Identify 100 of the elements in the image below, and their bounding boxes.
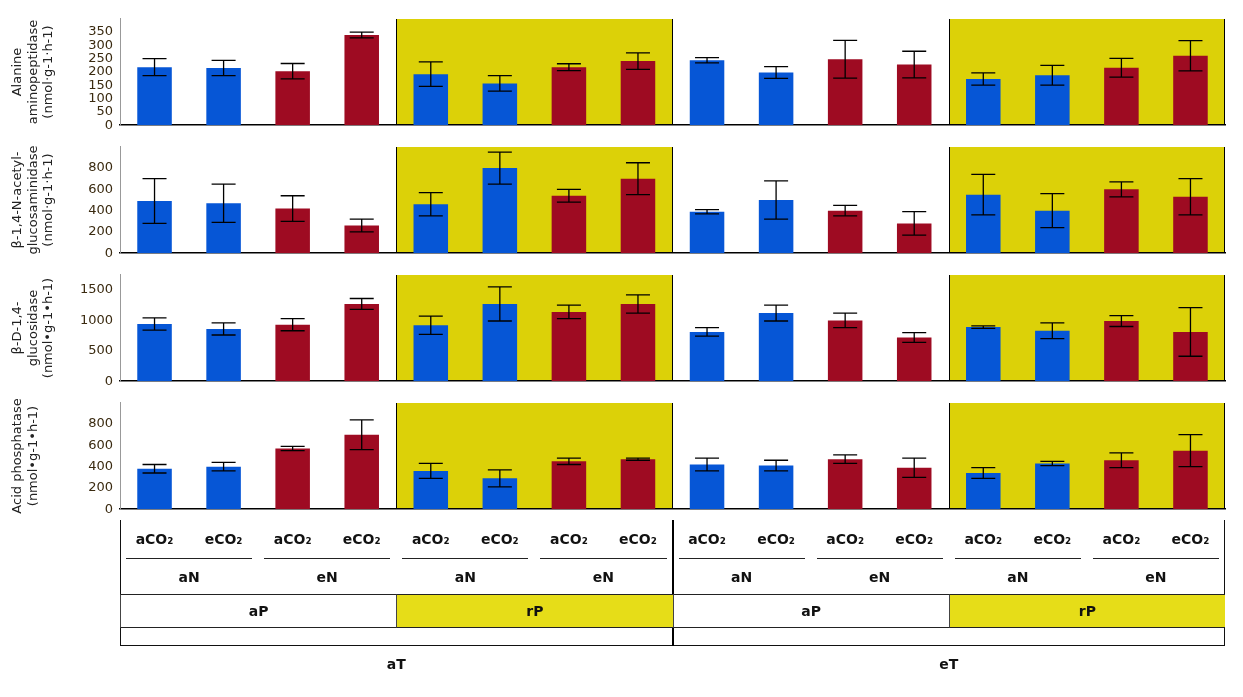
x-tick-label: eCO₂ <box>341 530 382 549</box>
x-tick-label: aCO₂ <box>1101 530 1142 549</box>
text: rP <box>948 594 1225 628</box>
y-tick-label: 800 <box>88 415 113 431</box>
bar <box>206 328 241 382</box>
bar <box>620 178 656 254</box>
bar <box>275 448 310 510</box>
text: aP <box>672 594 949 628</box>
bar <box>482 303 518 382</box>
x-tick-label: eCO₂ <box>479 530 520 549</box>
bar <box>413 204 449 254</box>
bar <box>137 468 172 510</box>
y-tick-label: 0 <box>104 116 113 132</box>
bar <box>1173 331 1208 382</box>
bar <box>896 467 932 510</box>
y-tick-label: 200 <box>88 223 113 239</box>
bar <box>344 35 379 126</box>
text: eN <box>315 568 339 587</box>
bar <box>758 313 794 382</box>
bar <box>1035 330 1070 382</box>
bar <box>896 337 932 382</box>
x-tick-label: aCO₂ <box>410 530 451 549</box>
y-tick-label: 500 <box>88 342 113 358</box>
text: eT <box>938 655 960 674</box>
text: aN <box>1006 568 1030 587</box>
y-tick-label: 0 <box>104 500 113 516</box>
y-tick-label: 800 <box>88 159 113 175</box>
y-tick-label: 600 <box>88 180 113 196</box>
text: eN <box>868 568 892 587</box>
bar <box>482 168 518 254</box>
bar <box>966 194 1001 254</box>
bar <box>413 325 449 382</box>
text: aN <box>453 568 477 587</box>
bar <box>1173 196 1208 254</box>
x-tick-label: eCO₂ <box>756 530 796 549</box>
bar <box>1104 67 1139 126</box>
y-tick-label: 400 <box>88 202 113 218</box>
y-tick-label: 250 <box>88 50 113 66</box>
bar <box>620 61 656 126</box>
bar <box>620 303 656 382</box>
bar <box>551 461 587 510</box>
x-tick-label: aCO₂ <box>825 530 866 549</box>
bar <box>827 210 863 254</box>
bar <box>206 68 241 126</box>
bar <box>1104 460 1139 510</box>
y-tick-label: 1500 <box>79 281 113 297</box>
bar <box>551 195 587 254</box>
bar <box>1035 463 1070 510</box>
bar <box>137 67 172 126</box>
text: aN <box>729 568 754 587</box>
bar <box>689 331 725 382</box>
bar <box>966 473 1001 510</box>
x-tick-label: eCO₂ <box>1032 530 1073 549</box>
y-tick-label: 350 <box>88 23 113 39</box>
bar <box>482 478 518 510</box>
y-axis-title: Acid phosphatase (nmol•g-1•h-1) <box>9 398 40 514</box>
bar <box>344 434 379 510</box>
bar <box>1173 450 1208 510</box>
y-axis-title: β-1,4-N-acetyl-glucosaminidase (nmol·g-1·h-1) <box>9 145 56 255</box>
bar <box>827 320 863 382</box>
bar <box>1104 189 1139 254</box>
bar <box>551 67 587 126</box>
x-tick-label: eCO₂ <box>203 530 244 549</box>
bar <box>758 72 794 126</box>
bar <box>275 208 310 254</box>
bar <box>275 71 310 126</box>
bar <box>1035 75 1070 126</box>
x-tick-label: aCO₂ <box>134 530 175 549</box>
bar <box>758 465 794 510</box>
bar <box>1035 210 1070 254</box>
bar <box>689 211 725 254</box>
bar <box>206 203 241 254</box>
bar <box>413 74 449 126</box>
bar <box>620 459 656 510</box>
bar <box>137 324 172 382</box>
bar <box>137 201 172 254</box>
bar <box>827 459 863 510</box>
bar <box>482 83 518 126</box>
text: eN <box>1144 568 1168 587</box>
x-tick-label: eCO₂ <box>894 530 935 549</box>
y-axis-title: β-D-1,4-glucosidase (nmol•g-1•h-1) <box>9 277 56 379</box>
bar <box>344 225 379 254</box>
y-tick-label: 100 <box>88 89 113 105</box>
bar <box>827 59 863 126</box>
y-tick-label: 0 <box>104 372 113 388</box>
x-tick-label: aCO₂ <box>549 530 589 549</box>
y-tick-label: 400 <box>88 458 113 474</box>
y-axis-title: Alanine aminopeptidase (nmol·g-1·h-1) <box>9 19 56 125</box>
bar <box>1104 321 1139 382</box>
x-tick-label: eCO₂ <box>618 530 658 549</box>
text: eN <box>591 568 616 587</box>
bar <box>689 464 725 510</box>
text: aT <box>385 655 407 674</box>
y-tick-label: 300 <box>88 36 113 52</box>
bar <box>344 303 379 382</box>
y-tick-label: 600 <box>88 436 113 452</box>
bar <box>896 64 932 126</box>
y-tick-label: 200 <box>88 479 113 495</box>
bar <box>551 311 587 382</box>
bar <box>758 200 794 254</box>
